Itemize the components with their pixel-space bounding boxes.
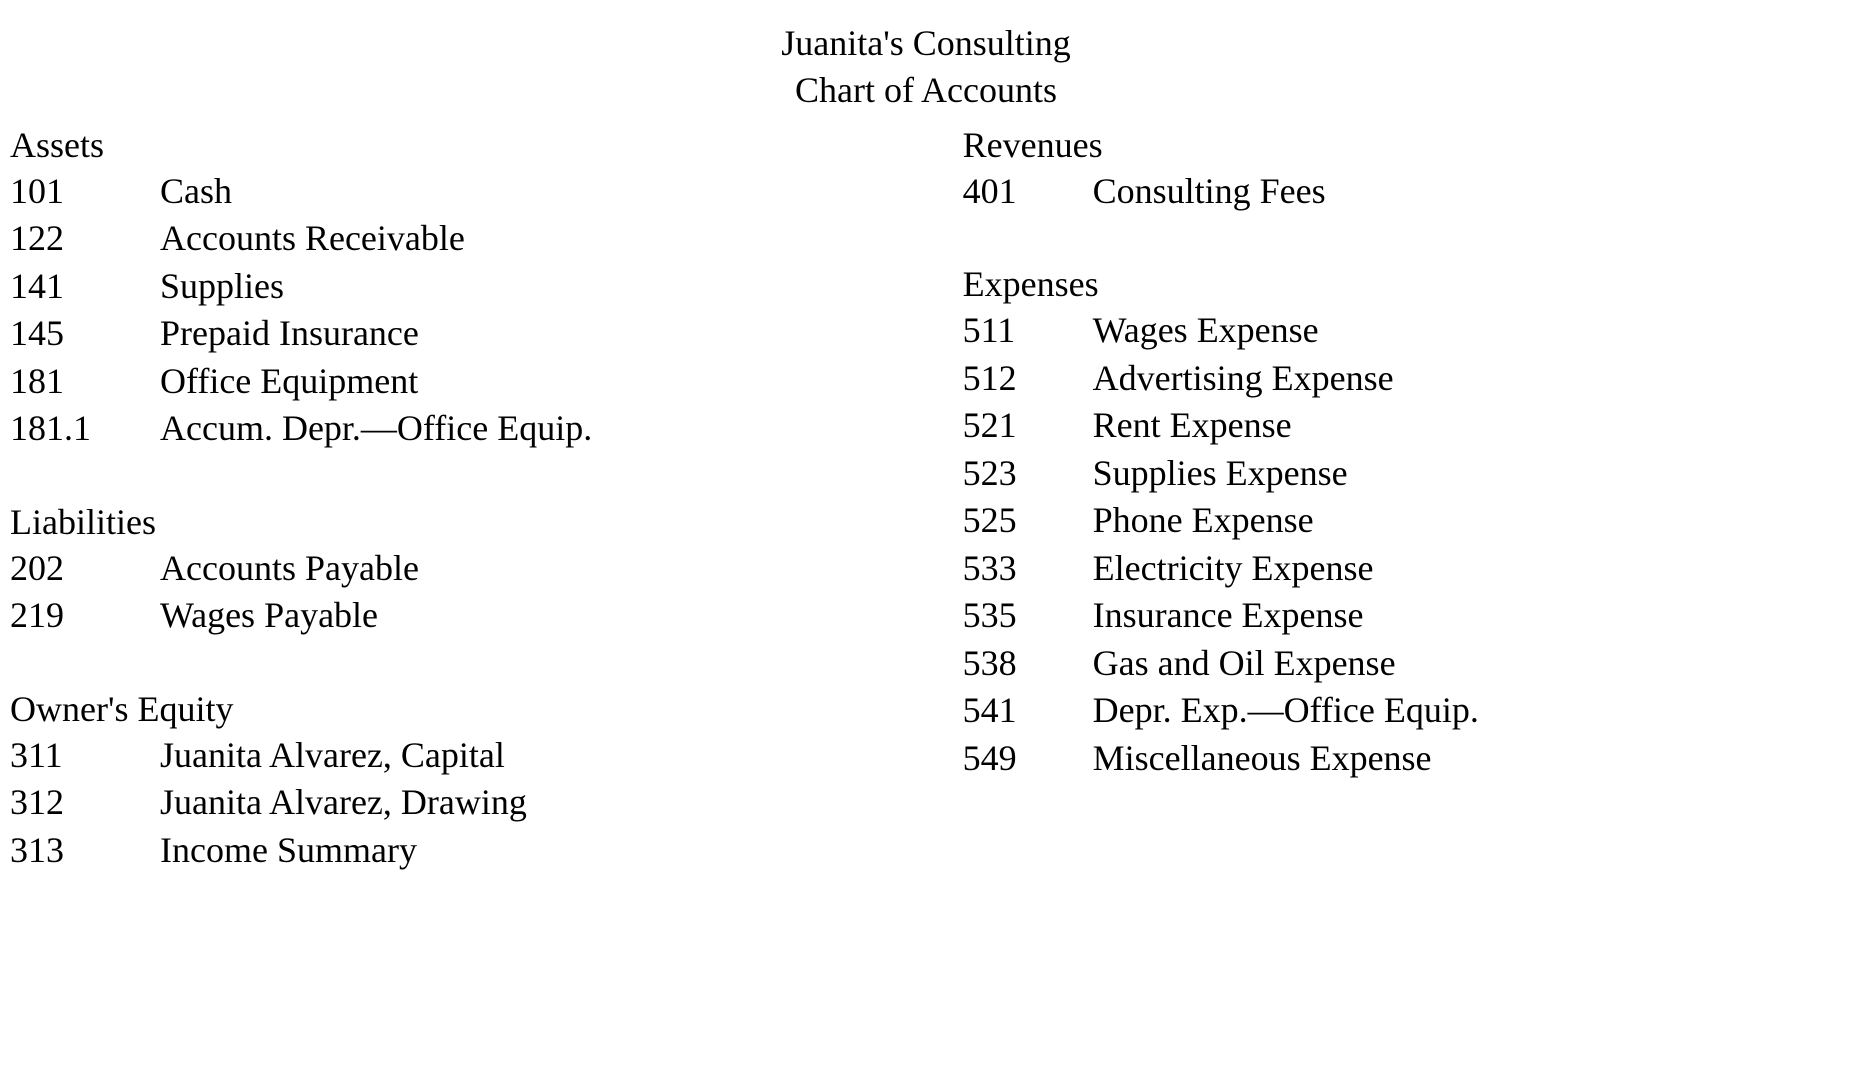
account-number: 512: [963, 355, 1093, 403]
account-name: Consulting Fees: [1093, 168, 1842, 216]
account-row: 122Accounts Receivable: [10, 215, 943, 263]
account-name: Advertising Expense: [1093, 355, 1842, 403]
account-name: Wages Expense: [1093, 307, 1842, 355]
account-name: Supplies: [160, 263, 943, 311]
account-name: Accounts Payable: [160, 545, 943, 593]
account-row: 523Supplies Expense: [963, 450, 1842, 498]
account-name: Supplies Expense: [1093, 450, 1842, 498]
account-row: 101Cash: [10, 168, 943, 216]
account-number: 401: [963, 168, 1093, 216]
account-number: 312: [10, 779, 160, 827]
account-name: Gas and Oil Expense: [1093, 640, 1842, 688]
account-name: Accounts Receivable: [160, 215, 943, 263]
account-number: 311: [10, 732, 160, 780]
account-number: 525: [963, 497, 1093, 545]
account-section: Assets101Cash122Accounts Receivable141Su…: [10, 124, 943, 453]
section-title: Expenses: [963, 263, 1842, 305]
account-name: Phone Expense: [1093, 497, 1842, 545]
left-column: Assets101Cash122Accounts Receivable141Su…: [10, 124, 963, 923]
account-row: 181.1Accum. Depr.—Office Equip.: [10, 405, 943, 453]
account-name: Income Summary: [160, 827, 943, 875]
account-name: Electricity Expense: [1093, 545, 1842, 593]
account-number: 511: [963, 307, 1093, 355]
account-row: 535Insurance Expense: [963, 592, 1842, 640]
account-row: 541Depr. Exp.—Office Equip.: [963, 687, 1842, 735]
account-name: Wages Payable: [160, 592, 943, 640]
account-name: Juanita Alvarez, Drawing: [160, 779, 943, 827]
account-row: 533Electricity Expense: [963, 545, 1842, 593]
account-number: 535: [963, 592, 1093, 640]
account-row: 401Consulting Fees: [963, 168, 1842, 216]
account-row: 312Juanita Alvarez, Drawing: [10, 779, 943, 827]
account-name: Cash: [160, 168, 943, 216]
account-section: Revenues401Consulting Fees: [963, 124, 1842, 216]
account-number: 521: [963, 402, 1093, 450]
account-row: 311Juanita Alvarez, Capital: [10, 732, 943, 780]
account-section: Expenses511Wages Expense512Advertising E…: [963, 263, 1842, 782]
chart-columns: Assets101Cash122Accounts Receivable141Su…: [10, 124, 1842, 923]
account-row: 511Wages Expense: [963, 307, 1842, 355]
account-name: Rent Expense: [1093, 402, 1842, 450]
account-name: Juanita Alvarez, Capital: [160, 732, 943, 780]
account-number: 141: [10, 263, 160, 311]
account-row: 202Accounts Payable: [10, 545, 943, 593]
account-row: 525Phone Expense: [963, 497, 1842, 545]
document-header: Juanita's Consulting Chart of Accounts: [10, 20, 1842, 114]
account-number: 313: [10, 827, 160, 875]
account-number: 523: [963, 450, 1093, 498]
account-number: 122: [10, 215, 160, 263]
section-title: Revenues: [963, 124, 1842, 166]
account-number: 181.1: [10, 405, 160, 453]
account-name: Office Equipment: [160, 358, 943, 406]
account-section: Liabilities202Accounts Payable219Wages P…: [10, 501, 943, 640]
section-title: Assets: [10, 124, 943, 166]
account-number: 181: [10, 358, 160, 406]
account-row: 145Prepaid Insurance: [10, 310, 943, 358]
account-name: Accum. Depr.—Office Equip.: [160, 405, 943, 453]
account-number: 145: [10, 310, 160, 358]
account-row: 313Income Summary: [10, 827, 943, 875]
account-row: 538Gas and Oil Expense: [963, 640, 1842, 688]
section-title: Owner's Equity: [10, 688, 943, 730]
account-number: 202: [10, 545, 160, 593]
account-name: Depr. Exp.—Office Equip.: [1093, 687, 1842, 735]
account-section: Owner's Equity311Juanita Alvarez, Capita…: [10, 688, 943, 875]
account-row: 219Wages Payable: [10, 592, 943, 640]
company-name: Juanita's Consulting: [10, 20, 1842, 67]
account-name: Insurance Expense: [1093, 592, 1842, 640]
account-row: 181Office Equipment: [10, 358, 943, 406]
account-number: 538: [963, 640, 1093, 688]
account-row: 521Rent Expense: [963, 402, 1842, 450]
account-row: 141Supplies: [10, 263, 943, 311]
section-title: Liabilities: [10, 501, 943, 543]
account-number: 541: [963, 687, 1093, 735]
right-column: Revenues401Consulting Fees Expenses511Wag…: [963, 124, 1842, 923]
account-number: 549: [963, 735, 1093, 783]
account-number: 533: [963, 545, 1093, 593]
account-row: 512Advertising Expense: [963, 355, 1842, 403]
account-row: 549Miscellaneous Expense: [963, 735, 1842, 783]
document-title: Chart of Accounts: [10, 67, 1842, 114]
account-number: 219: [10, 592, 160, 640]
account-number: 101: [10, 168, 160, 216]
account-name: Miscellaneous Expense: [1093, 735, 1842, 783]
account-name: Prepaid Insurance: [160, 310, 943, 358]
